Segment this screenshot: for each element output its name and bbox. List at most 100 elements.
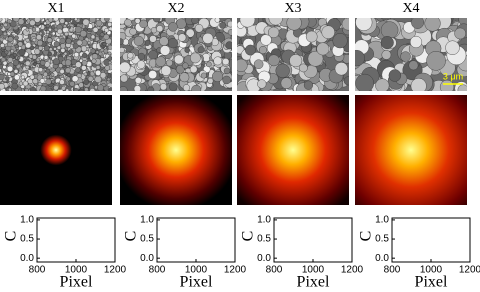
grain [445,40,460,55]
grain [32,78,39,84]
grain [457,84,467,91]
grain [380,21,399,39]
x-tick-label: 1000 [302,265,325,276]
grain [178,33,187,42]
grain [29,74,35,80]
grain [173,54,184,65]
heatmap [355,95,467,205]
grain [87,75,94,82]
grain [3,22,8,28]
panel-title: X1 [47,1,64,16]
grain [72,42,79,49]
grain [51,79,56,84]
x-tick-label: 800 [29,265,46,276]
grain [380,36,394,50]
grain [98,51,103,56]
heatmap [0,95,112,205]
grain [133,85,142,91]
grain [275,63,290,78]
panel-title: X4 [402,1,419,16]
grain [69,81,75,87]
heatmap [120,95,232,205]
sem-image: 3 μm [355,18,467,91]
y-tick-label: 1.0 [375,215,389,226]
grain [14,74,20,81]
grain [227,29,232,36]
grain [32,38,37,43]
sem-image [237,18,349,91]
y-tick-label: 0.5 [375,234,389,245]
grain [11,82,19,90]
y-tick-label: 0.0 [375,253,389,264]
grain [5,76,10,81]
grain [267,26,280,39]
grain [83,72,88,77]
grain [57,28,63,35]
x-tick-label: 1200 [341,265,364,276]
x-tick-label: 800 [266,265,283,276]
grain [410,78,427,91]
grain [343,76,349,86]
grain [307,50,324,67]
grain [191,18,199,25]
grain [134,77,142,84]
grain [316,42,330,56]
plot-frame [391,217,471,263]
grain [14,44,19,49]
grain [46,37,53,43]
grain [25,27,30,32]
grain [22,80,29,87]
grain [95,69,102,76]
grain [2,64,7,70]
y-axis-label: C [123,231,140,242]
grain [59,18,65,24]
grain [84,87,89,91]
grain [223,67,231,75]
grain [73,52,79,58]
grain [58,63,63,69]
grain [94,75,102,83]
grain [43,21,47,26]
x-tick-label: 1200 [104,265,127,276]
grain [160,65,172,76]
grain [120,86,128,91]
grain [79,30,87,38]
grain [190,52,201,64]
grain [148,50,158,60]
grain [14,35,19,41]
grain [61,85,66,91]
grain [73,87,79,91]
grain [332,33,348,49]
grain [179,72,190,83]
grain [65,38,72,44]
grain [182,62,189,69]
grain [107,44,112,50]
grain [64,59,72,66]
grain [334,62,349,76]
grain [214,18,221,23]
grain [191,84,202,91]
grain [81,65,87,71]
grain [74,18,78,21]
grain [82,18,90,26]
grain [4,50,9,55]
grain [17,41,23,47]
grain [155,56,166,67]
grain [213,56,223,66]
grain [169,82,178,91]
grain [167,38,179,49]
grain [185,28,195,38]
grain [7,57,14,63]
grain [47,51,52,57]
x-axis-label: Pixel [60,274,93,291]
x-tick-label: 1000 [185,265,208,276]
sem-image [0,18,112,91]
grain [120,74,128,83]
grain [25,42,32,49]
grain [38,46,43,51]
grain [34,48,41,55]
grain [166,59,173,67]
grain [108,87,112,91]
grain [53,18,59,22]
